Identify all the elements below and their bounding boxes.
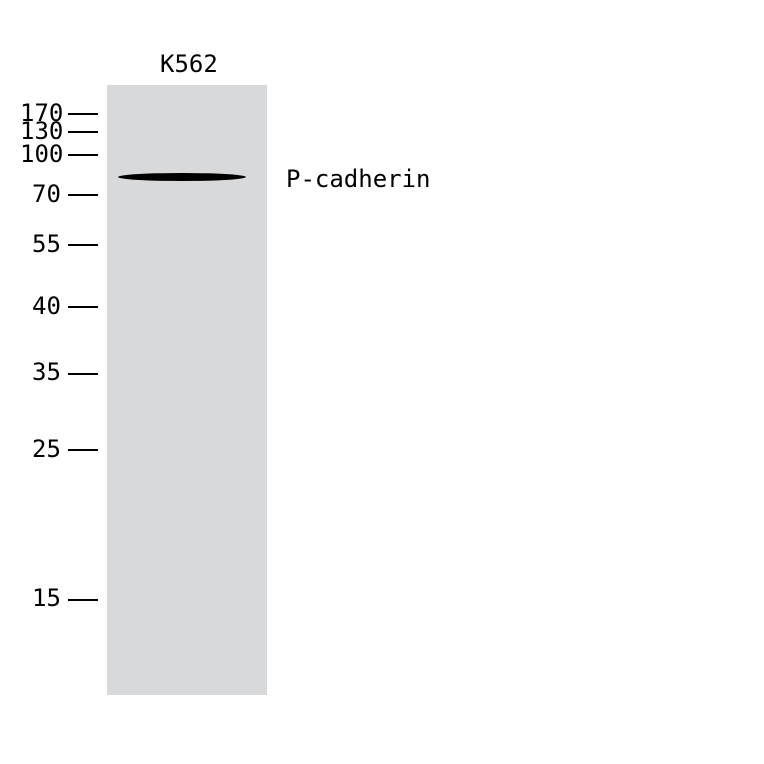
- marker-label-25: 25: [32, 435, 61, 463]
- marker-label-35: 35: [32, 358, 61, 386]
- marker-label-70: 70: [32, 180, 61, 208]
- protein-label: P-cadherin: [286, 165, 431, 193]
- lane-label: K562: [160, 50, 218, 78]
- marker-label-55: 55: [32, 230, 61, 258]
- marker-label-15: 15: [32, 584, 61, 612]
- protein-band: [118, 173, 246, 181]
- marker-tick-40: [68, 306, 98, 308]
- marker-label-100: 100: [20, 140, 63, 168]
- marker-tick-170: [68, 113, 98, 115]
- marker-tick-55: [68, 244, 98, 246]
- marker-tick-35: [68, 373, 98, 375]
- marker-tick-70: [68, 194, 98, 196]
- marker-label-40: 40: [32, 292, 61, 320]
- marker-tick-100: [68, 154, 98, 156]
- marker-tick-130: [68, 131, 98, 133]
- blot-container: K562 P-cadherin 170130100705540352515: [0, 0, 764, 764]
- marker-tick-15: [68, 599, 98, 601]
- marker-tick-25: [68, 449, 98, 451]
